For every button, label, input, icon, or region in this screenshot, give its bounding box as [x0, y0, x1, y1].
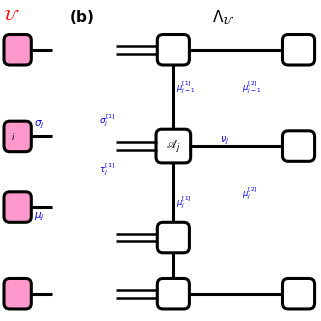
- Text: $\nu_j$: $\nu_j$: [220, 135, 229, 147]
- FancyBboxPatch shape: [282, 35, 315, 65]
- FancyBboxPatch shape: [282, 279, 315, 309]
- Text: $\mu_{j-1}^{[2]}$: $\mu_{j-1}^{[2]}$: [242, 80, 262, 96]
- Text: $\mu_j^{[2]}$: $\mu_j^{[2]}$: [242, 186, 258, 202]
- Text: $\mathcal{U}$: $\mathcal{U}$: [3, 8, 20, 23]
- Text: $\mathbf{(b)}$: $\mathbf{(b)}$: [69, 8, 95, 26]
- FancyBboxPatch shape: [157, 222, 189, 253]
- FancyBboxPatch shape: [157, 35, 189, 65]
- FancyBboxPatch shape: [4, 35, 31, 65]
- Text: $\mu_j^{[1]}$: $\mu_j^{[1]}$: [176, 195, 192, 211]
- Text: $\Lambda_{\mathcal{U}}$: $\Lambda_{\mathcal{U}}$: [212, 8, 234, 27]
- Text: $\mu_j$: $\mu_j$: [34, 210, 45, 223]
- FancyBboxPatch shape: [4, 121, 31, 152]
- Text: $\sigma_j$: $\sigma_j$: [34, 118, 45, 131]
- Text: $\tau_j^{[1]}$: $\tau_j^{[1]}$: [99, 161, 116, 178]
- Text: $\mathscr{A}_j$: $\mathscr{A}_j$: [166, 138, 180, 154]
- FancyBboxPatch shape: [282, 131, 315, 161]
- Text: $i$: $i$: [11, 131, 15, 142]
- FancyBboxPatch shape: [156, 129, 191, 163]
- FancyBboxPatch shape: [157, 279, 189, 309]
- FancyBboxPatch shape: [4, 192, 31, 222]
- Text: $\sigma_j^{[1]}$: $\sigma_j^{[1]}$: [99, 113, 116, 129]
- Text: $\mu_{j-1}^{[1]}$: $\mu_{j-1}^{[1]}$: [176, 80, 195, 96]
- FancyBboxPatch shape: [4, 279, 31, 309]
